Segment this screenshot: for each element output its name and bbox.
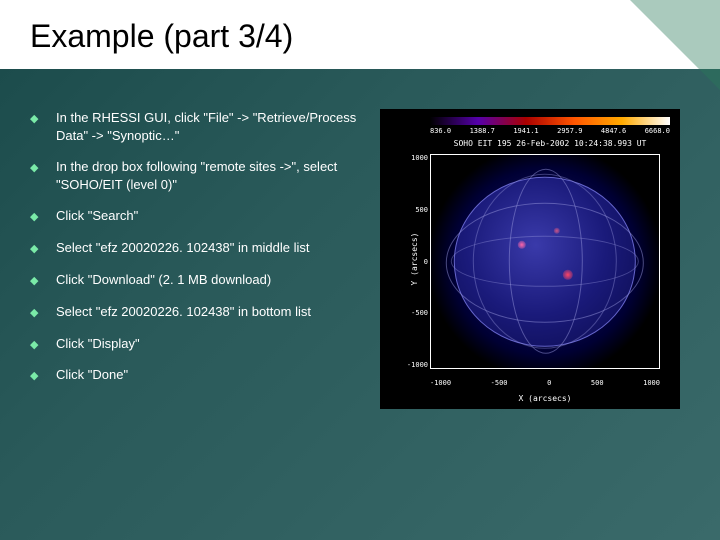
list-item: ◆ In the RHESSI GUI, click "File" -> "Re… <box>30 109 360 144</box>
list-item: ◆ Click "Done" <box>30 366 360 384</box>
bullet-text: In the drop box following "remote sites … <box>56 158 360 193</box>
hotspot <box>518 241 526 249</box>
bullet-icon: ◆ <box>30 242 44 257</box>
cbar-tick: 836.0 <box>430 127 451 135</box>
colorbar <box>430 117 670 125</box>
bullet-text: Click "Search" <box>56 207 138 225</box>
ytick: 500 <box>402 206 428 214</box>
bullet-text: Click "Display" <box>56 335 140 353</box>
bullet-text: In the RHESSI GUI, click "File" -> "Retr… <box>56 109 360 144</box>
slide-content: ◆ In the RHESSI GUI, click "File" -> "Re… <box>0 69 720 429</box>
bullet-text: Click "Download" (2. 1 MB download) <box>56 271 271 289</box>
list-item: ◆ Select "efz 20020226. 102438" in botto… <box>30 303 360 321</box>
colorbar-ticks: 836.0 1388.7 1941.1 2957.9 4847.6 6668.0 <box>430 127 670 135</box>
bullet-text: Select "efz 20020226. 102438" in bottom … <box>56 303 311 321</box>
x-ticks: -1000 -500 0 500 1000 <box>430 379 660 387</box>
bullet-text: Select "efz 20020226. 102438" in middle … <box>56 239 310 257</box>
cbar-tick: 6668.0 <box>645 127 670 135</box>
corner-accent <box>630 0 720 90</box>
bullet-icon: ◆ <box>30 338 44 353</box>
solar-globe <box>454 176 636 346</box>
bullet-icon: ◆ <box>30 369 44 384</box>
title-bar: Example (part 3/4) <box>0 0 720 69</box>
bullet-icon: ◆ <box>30 161 44 176</box>
bullet-text: Click "Done" <box>56 366 128 384</box>
ytick: -500 <box>402 309 428 317</box>
solar-figure: 836.0 1388.7 1941.1 2957.9 4847.6 6668.0… <box>380 109 680 409</box>
list-item: ◆ Click "Search" <box>30 207 360 225</box>
list-item: ◆ Click "Display" <box>30 335 360 353</box>
xtick: 0 <box>547 379 551 387</box>
bullet-icon: ◆ <box>30 306 44 321</box>
cbar-tick: 1388.7 <box>470 127 495 135</box>
bullet-icon: ◆ <box>30 274 44 289</box>
plot-area <box>430 154 660 369</box>
list-item: ◆ Select "efz 20020226. 102438" in middl… <box>30 239 360 257</box>
ytick: 1000 <box>402 154 428 162</box>
ytick: -1000 <box>402 361 428 369</box>
hotspot <box>563 270 573 280</box>
cbar-tick: 1941.1 <box>513 127 538 135</box>
bullet-icon: ◆ <box>30 210 44 225</box>
xtick: 500 <box>591 379 604 387</box>
hotspot <box>554 228 560 234</box>
cbar-tick: 2957.9 <box>557 127 582 135</box>
cbar-tick: 4847.6 <box>601 127 626 135</box>
y-axis-label: Y (arcsecs) <box>410 233 419 286</box>
bullet-icon: ◆ <box>30 112 44 127</box>
slide-title: Example (part 3/4) <box>30 18 690 55</box>
x-axis-label: X (arcsecs) <box>430 394 660 403</box>
grid-parallel <box>451 236 639 287</box>
xtick: -500 <box>491 379 508 387</box>
xtick: -1000 <box>430 379 451 387</box>
figure-title: SOHO EIT 195 26-Feb-2002 10:24:38.993 UT <box>430 139 670 148</box>
list-item: ◆ Click "Download" (2. 1 MB download) <box>30 271 360 289</box>
xtick: 1000 <box>643 379 660 387</box>
bullet-list: ◆ In the RHESSI GUI, click "File" -> "Re… <box>30 109 360 409</box>
list-item: ◆ In the drop box following "remote site… <box>30 158 360 193</box>
